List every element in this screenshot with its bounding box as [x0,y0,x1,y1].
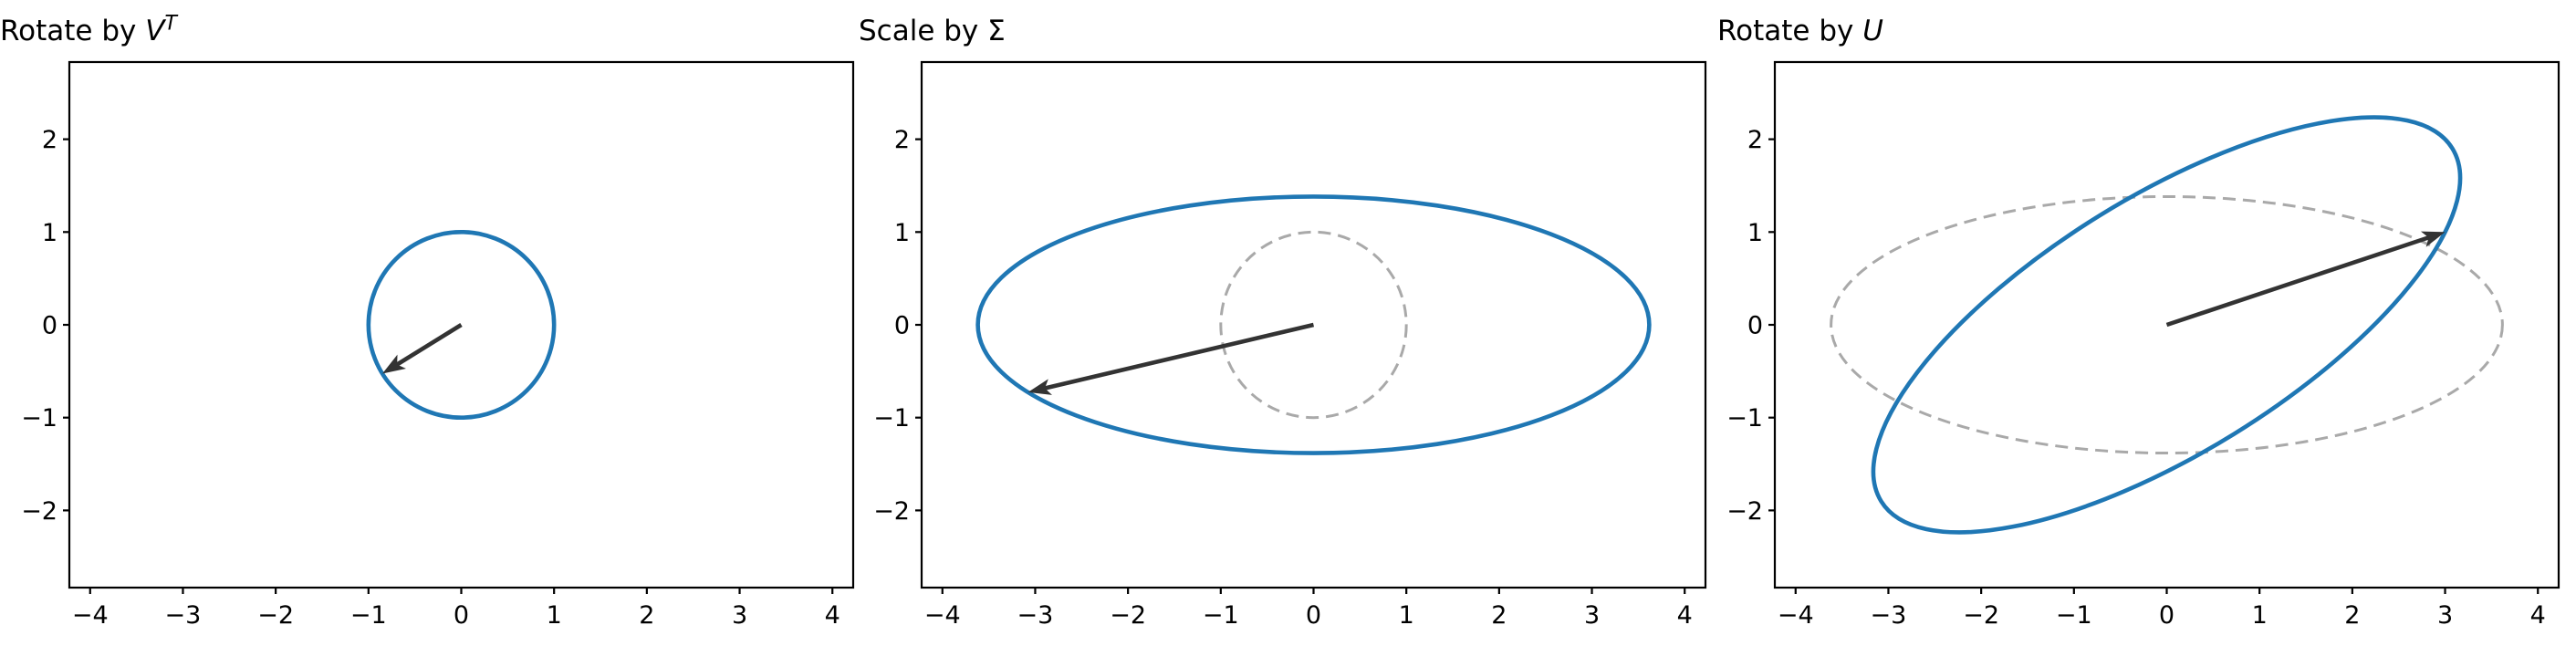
x-tick-label: 0 [454,601,469,630]
plot-scale-sigma: −4 −3 −2 −1 0 1 2 3 4 −2 −1 0 1 2 [873,60,1707,630]
y-tick-label: −1 [873,404,910,432]
vector-arrow-shaft [395,323,463,367]
x-tick-label: −1 [350,601,387,630]
title-text: Rotate by [0,15,146,47]
unit-shape-ellipse [975,194,1652,455]
y-tick-label: 1 [42,219,57,247]
y-tick-label: 2 [894,126,910,154]
panel-rotate-vt: Rotate by VT −4 −3 −2 −1 0 1 2 3 4 −2 −1 0 1 2 [0,0,859,646]
y-tick-label: 2 [1747,126,1763,154]
title-superscript: T [164,12,177,36]
title-math-var: U [1862,15,1883,47]
y-tick-label: −2 [873,497,910,526]
title-math-var: Σ [987,15,1006,47]
y-tick-label: 1 [894,219,910,247]
x-tick-label: −2 [257,601,294,630]
y-tick-label: 0 [894,312,910,340]
x-tick-label: 1 [1399,601,1414,630]
y-tick-label: 1 [1747,219,1763,247]
unit-shape-ellipse [366,230,557,420]
y-tick-label: −2 [1726,497,1763,526]
title-text: Scale by [859,15,988,47]
x-tick-label: −1 [1203,601,1239,630]
title-math-var: V [145,15,165,47]
vector-arrow-shaft [2165,234,2431,328]
x-tick-label: 3 [2437,601,2453,630]
x-tick-label: 4 [2530,601,2546,630]
unit-shape-ellipse [1871,115,2463,535]
x-tick-label: −4 [924,601,961,630]
x-tick-label: −4 [72,601,109,630]
vector-arrow-shaft [1043,322,1315,391]
x-tick-label: −3 [165,601,202,630]
y-tick-label: −1 [1726,404,1763,432]
y-tick-label: −1 [21,404,57,432]
x-tick-label: 2 [2344,601,2360,630]
plot-rotate-vt: −4 −3 −2 −1 0 1 2 3 4 −2 −1 0 1 2 [21,60,855,630]
vector-arrow-head [1027,379,1052,395]
x-tick-label: −2 [1963,601,1999,630]
x-tick-label: −4 [1778,601,1814,630]
x-tick-label: −3 [1871,601,1907,630]
vector-arrow-head [382,354,406,374]
panel-title-rotate-vt: Rotate by VT [0,13,177,51]
panel-title-scale-sigma: Scale by Σ [859,13,1006,51]
x-tick-label: −1 [2056,601,2092,630]
x-tick-label: 0 [2159,601,2174,630]
previous-shape-ellipse-dashed [1219,230,1408,420]
vector-arrow-head [2420,231,2446,247]
panel-scale-sigma: Scale by Σ −4 −3 −2 −1 0 1 2 3 4 −2 −1 0 1 2 [859,0,1717,646]
plot-rotate-u: −4 −3 −2 −1 0 1 2 3 4 −2 −1 0 1 2 [1726,60,2560,630]
x-tick-label: 3 [732,601,747,630]
y-tick-label: −2 [21,497,57,526]
previous-shape-ellipse-dashed [1830,194,2504,455]
x-tick-label: 2 [1491,601,1507,630]
panel-rotate-u: Rotate by U −4 −3 −2 −1 0 1 2 3 4 −2 −1 0 1 2 [1717,0,2576,646]
x-tick-label: −2 [1110,601,1146,630]
x-tick-label: 3 [1584,601,1600,630]
x-tick-label: 4 [825,601,840,630]
y-tick-label: 0 [42,312,57,340]
panel-title-rotate-u: Rotate by U [1717,13,1883,51]
x-tick-label: 2 [639,601,654,630]
x-tick-label: 1 [547,601,562,630]
x-tick-label: 1 [2252,601,2268,630]
x-tick-label: −3 [1017,601,1054,630]
x-tick-label: 0 [1306,601,1321,630]
title-text: Rotate by [1717,15,1863,47]
x-tick-label: 4 [1677,601,1693,630]
y-tick-label: 0 [1747,312,1763,340]
y-tick-label: 2 [42,126,57,154]
